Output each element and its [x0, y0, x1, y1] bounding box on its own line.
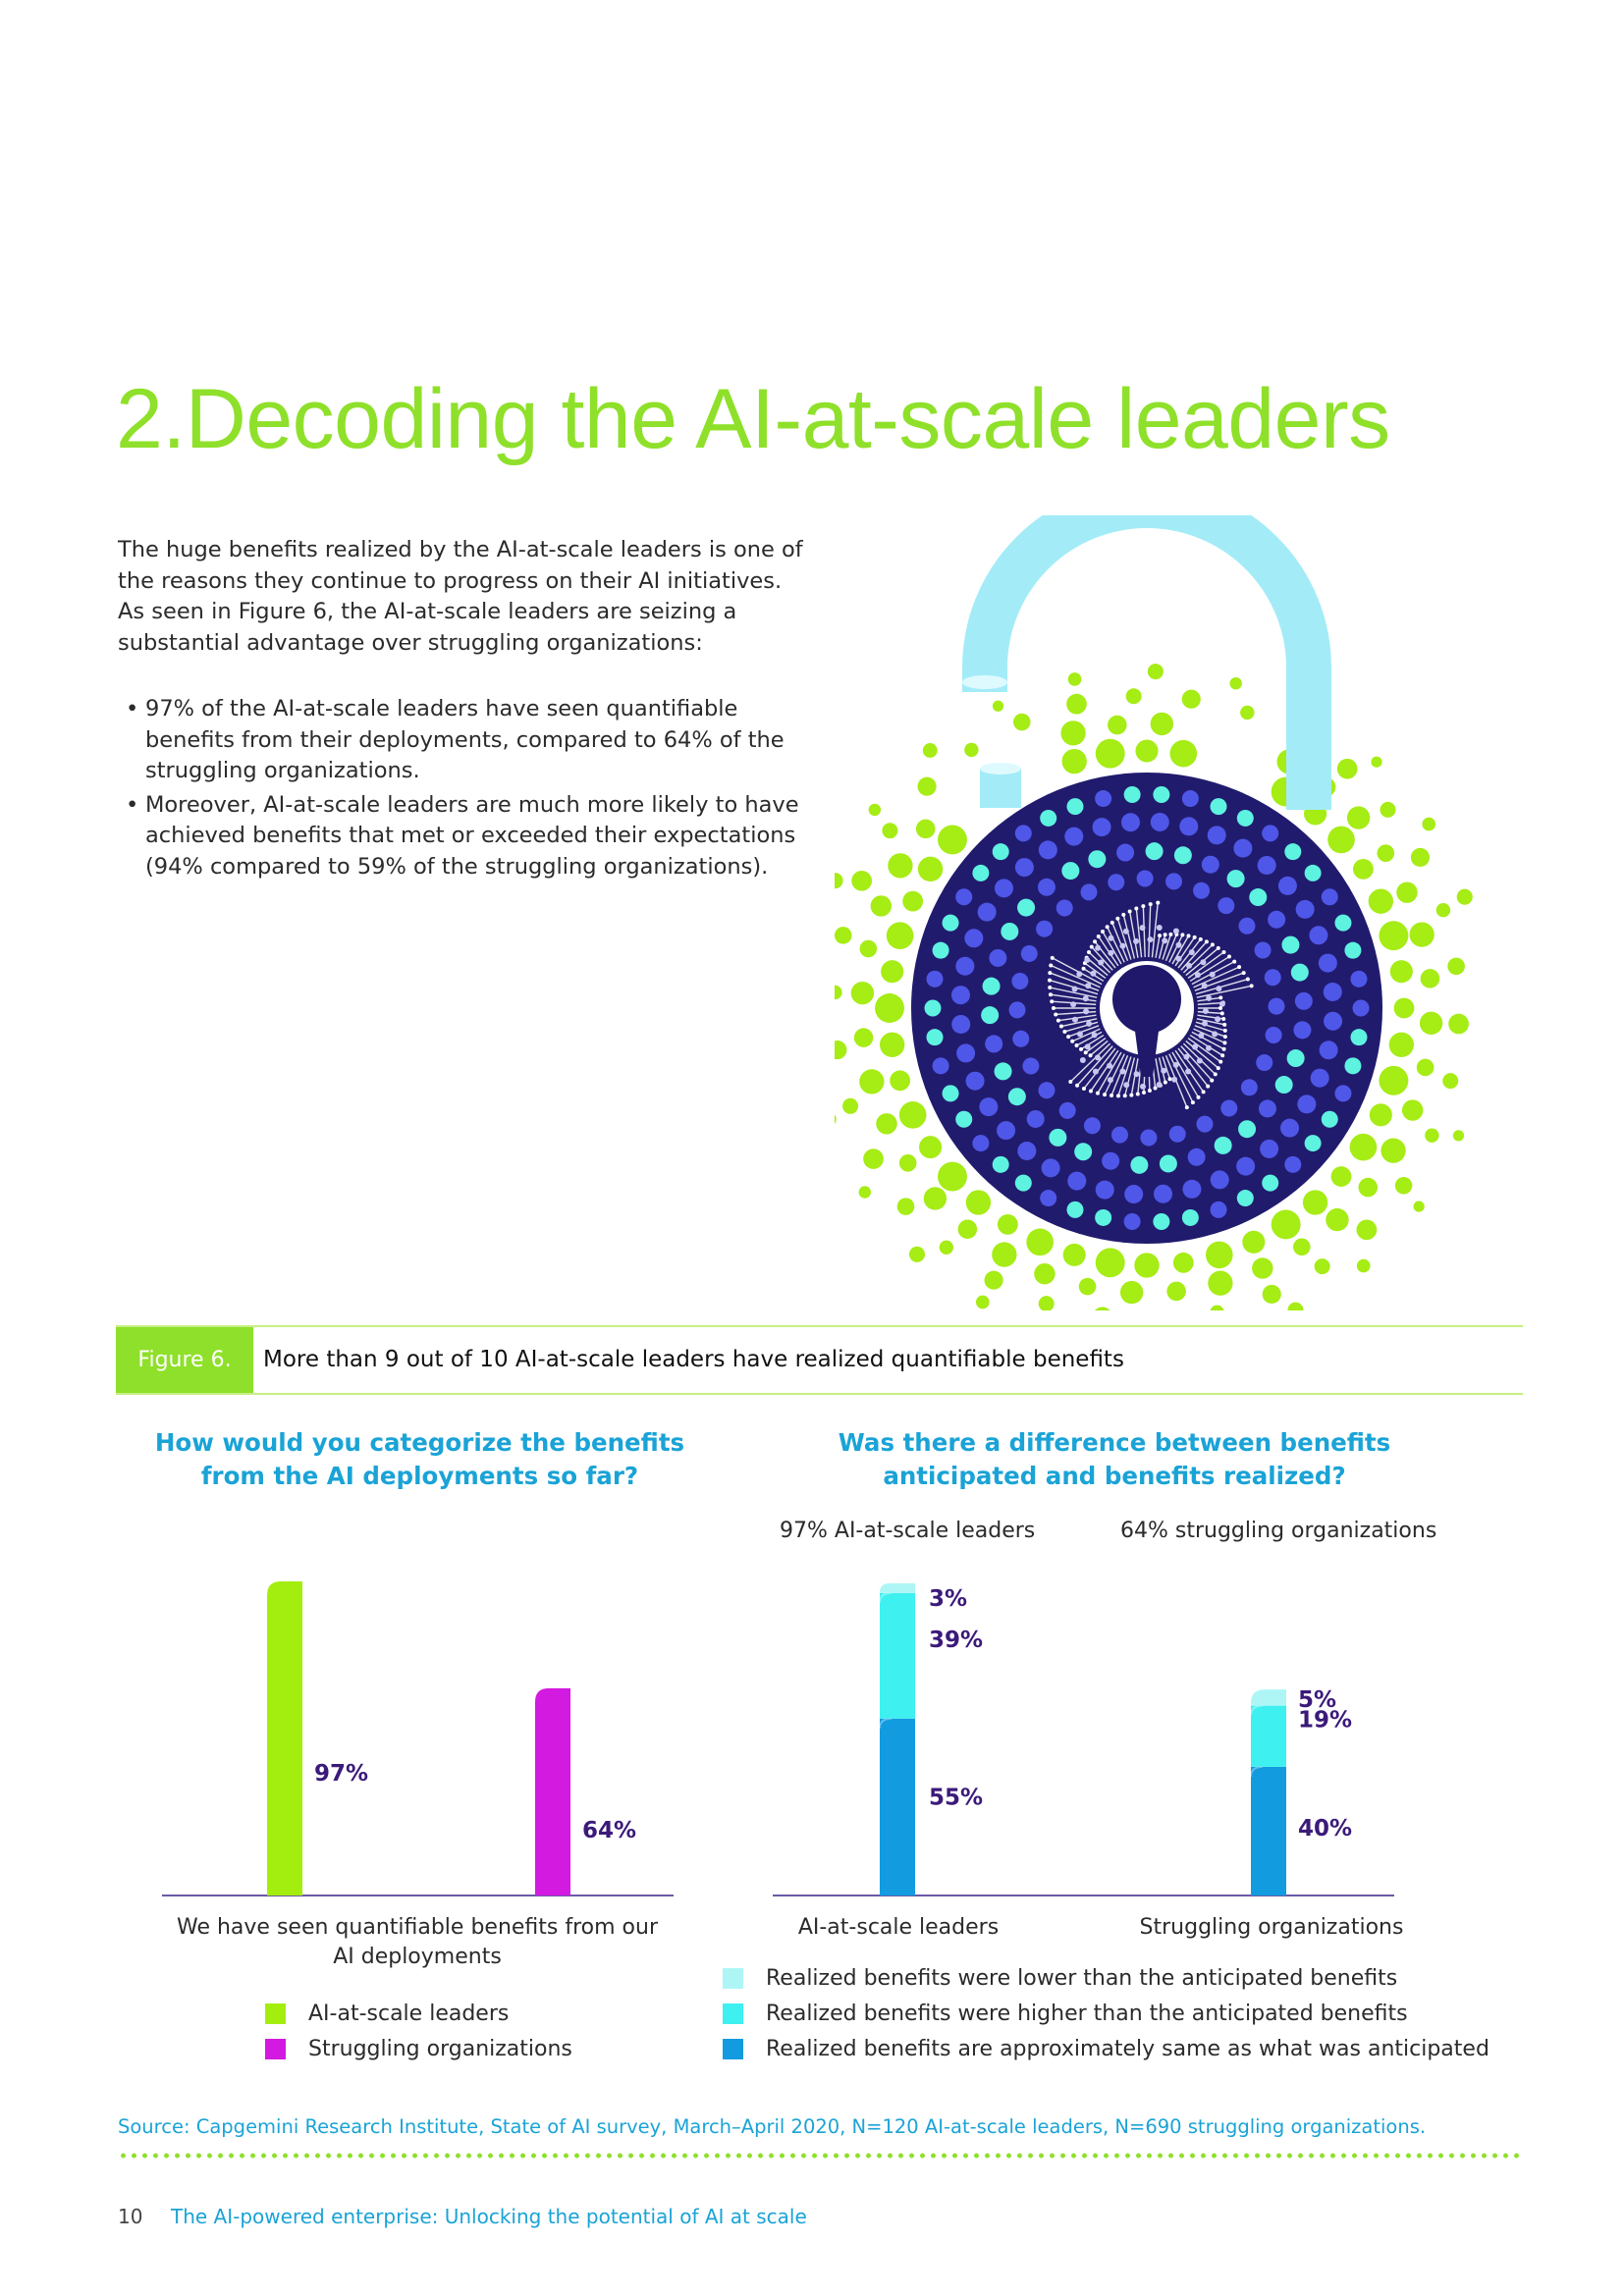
bullet-item: 97% of the AI-at-scale leaders have seen… [120, 694, 807, 787]
chart-left-title: How would you categorize the benefits fr… [154, 1428, 685, 1490]
bar-data-label: 64% [582, 1818, 636, 1843]
group-header-leaders: 97% AI-at-scale leaders [780, 1519, 1036, 1543]
legend-label: Realized benefits were lower than the an… [766, 1966, 1398, 1991]
bar-data-label: 5% [1298, 1687, 1336, 1713]
bar-segment [1251, 1766, 1286, 1896]
legend-swatch [723, 1968, 743, 1989]
bar [535, 1687, 570, 1896]
bar-data-label: 55% [929, 1786, 983, 1811]
bar-data-label: 3% [929, 1586, 967, 1612]
bar-segment [880, 1718, 915, 1896]
bar-segment [1251, 1689, 1286, 1706]
bar-data-label: 39% [929, 1628, 983, 1653]
chart-right-title: Was there a difference between benefits … [838, 1428, 1391, 1490]
bar-segment [1251, 1705, 1286, 1767]
figure-rule-bottom [116, 1393, 1523, 1395]
page-number: 10 [118, 2205, 143, 2228]
shackle-stub [980, 769, 1021, 808]
page-title: 2.Decoding the AI-at-scale leaders [116, 372, 1390, 466]
bar [267, 1581, 302, 1896]
lock-burst [1047, 900, 1254, 1110]
legend-swatch [265, 2003, 286, 2024]
bar-data-label: 97% [314, 1761, 368, 1787]
legend-swatch [723, 2003, 743, 2024]
figure-rule-top [116, 1325, 1523, 1327]
source-note: Source: Capgemini Research Institute, St… [118, 2115, 1427, 2138]
chart-right-legend: Realized benefits were lower than the an… [723, 1963, 1508, 2071]
chart-right-category-struggling: Struggling organizations [1139, 1915, 1404, 1940]
legend-label: Struggling organizations [308, 2037, 572, 2061]
chart-left-legend: AI-at-scale leaders Struggling organizat… [265, 1999, 589, 2067]
figure-caption: More than 9 out of 10 AI-at-scale leader… [263, 1347, 1124, 1372]
bar-data-label: 19% [1298, 1708, 1352, 1734]
footer-title: The AI-powered enterprise: Unlocking the… [171, 2205, 807, 2228]
bar-segment [880, 1592, 915, 1719]
keyhole-icon [1112, 965, 1181, 1034]
bar-segment [880, 1583, 915, 1593]
padlock-icon [835, 515, 1473, 1310]
bar-data-label: 40% [1298, 1816, 1352, 1842]
chart-left-category: We have seen quantifiable benefits from … [177, 1915, 659, 1969]
legend-label: AI-at-scale leaders [308, 2002, 510, 2026]
lock-ring-dots [924, 786, 1370, 1230]
chart-right-category-leaders: AI-at-scale leaders [797, 1915, 1000, 1940]
figure-label: Figure 6. [116, 1327, 253, 1393]
legend-swatch [723, 2039, 743, 2059]
legend-label: Realized benefits were higher than the a… [766, 2002, 1408, 2026]
intro-paragraph: The huge benefits realized by the AI-at-… [118, 537, 803, 656]
legend-label: Realized benefits are approximately same… [766, 2037, 1489, 2061]
group-header-struggling: 64% struggling organizations [1120, 1519, 1437, 1543]
dotted-divider [118, 2153, 1522, 2159]
legend-swatch [265, 2039, 286, 2059]
bullet-item: Moreover, AI-at-scale leaders are much m… [120, 790, 807, 883]
bullet-list: 97% of the AI-at-scale leaders have seen… [120, 694, 807, 885]
shackle-end [962, 675, 1007, 689]
shackle-shape [962, 515, 1331, 810]
